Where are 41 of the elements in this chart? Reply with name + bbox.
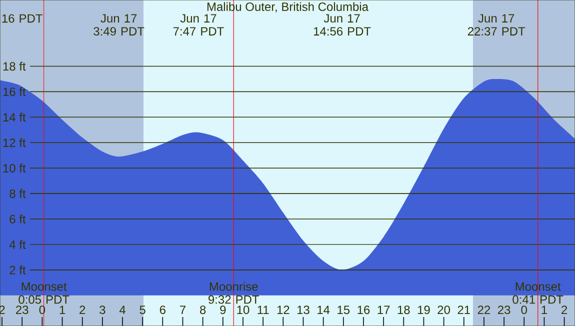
y-tick-label: 18 ft — [3, 62, 26, 71]
x-tick-label: 16 — [358, 306, 370, 314]
x-tick-label: 5 — [140, 306, 146, 314]
x-tick-label: 2 — [562, 306, 568, 314]
x-tick-label: 23 — [16, 306, 28, 314]
x-tick-label: 3 — [100, 306, 106, 314]
x-tick-label: 14 — [318, 306, 330, 314]
y-tick-label: 6 ft — [10, 214, 26, 224]
x2-tick-label: 16 PDT — [2, 14, 42, 23]
x-tick-label: 10 — [237, 306, 250, 314]
x-tick-label: 19 — [418, 306, 430, 314]
x2-tick-label: Jun 17 3:49 PDT — [94, 14, 144, 36]
x-tick-label: 23 — [498, 306, 510, 314]
y-tick-label: 10 ft — [3, 164, 26, 172]
x-tick-label: 11 — [258, 306, 269, 314]
y-tick-label: 14 ft — [3, 112, 26, 122]
x-tick-label: 8 — [200, 306, 206, 314]
x-tick-label: 1 — [60, 306, 66, 314]
x-tick-label: 0 — [521, 306, 527, 314]
x-tick-label: 15 — [338, 306, 350, 314]
x2-tick-label: Jun 17 7:47 PDT — [173, 14, 224, 36]
x-tick-label: 6 — [160, 306, 166, 314]
x-tick-label: 13 — [297, 306, 310, 314]
y-tick-label: 2 ft — [10, 266, 26, 274]
x-tick-label: 12 — [277, 306, 290, 314]
x-tick-label: 21 — [458, 306, 470, 314]
x-tick-label: 22 — [478, 306, 490, 314]
x-tick-label: 17 — [378, 306, 390, 314]
x2-tick-label: Jun 17 22:37 PDT — [468, 14, 526, 36]
y-tick-label: 8 ft — [10, 189, 26, 198]
x-tick-label: 4 — [119, 306, 126, 314]
x-tick-label: 1 — [542, 306, 547, 314]
y-tick-label: 4 ft — [9, 240, 26, 249]
x-tick-label: 2 — [80, 306, 86, 314]
y-tick-label: 12 ft — [3, 138, 26, 148]
y-tick-label: 16 ft — [3, 87, 26, 96]
x-tick-label: 9 — [220, 306, 226, 314]
x2-tick-label: Jun 17 14:56 PDT — [314, 14, 371, 36]
x-tick-label: 18 — [398, 306, 410, 314]
x-tick-label: 7 — [180, 306, 186, 314]
x-tick-label: 20 — [438, 306, 450, 314]
